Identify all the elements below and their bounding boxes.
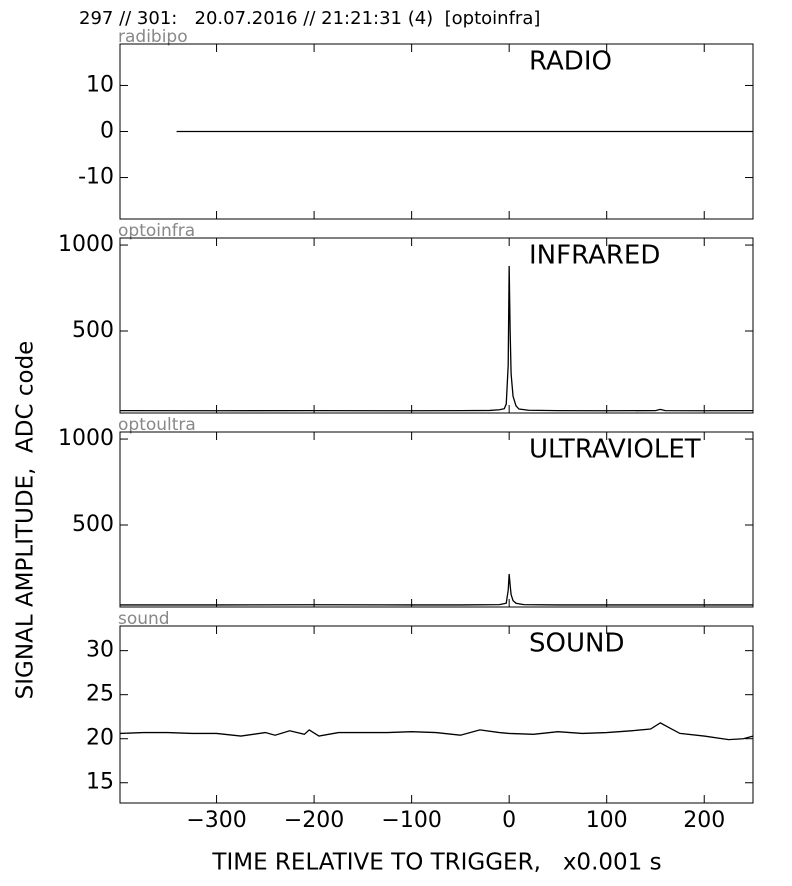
panel-title: ULTRAVIOLET	[529, 435, 701, 465]
y-axis-label: SIGNAL AMPLITUDE, ADC code	[13, 341, 39, 700]
x-tick-label: 100	[586, 808, 628, 833]
x-tick-label: −100	[381, 808, 441, 833]
y-tick-label: -10	[78, 165, 114, 190]
y-tick-label: 20	[86, 726, 114, 751]
channel-label: optoinfra	[118, 221, 195, 241]
y-tick-label: 15	[86, 770, 114, 795]
x-tick-label: 0	[502, 808, 516, 833]
y-tick-label: 0	[100, 119, 114, 144]
plot-frame	[119, 431, 754, 608]
panel-title: RADIO	[529, 47, 612, 77]
signal-line	[119, 266, 754, 412]
y-tick-label: 500	[72, 512, 114, 537]
y-tick-label: 500	[72, 318, 114, 343]
channel-label: sound	[118, 609, 170, 629]
plot-frame	[119, 625, 754, 804]
panel-title: SOUND	[529, 629, 624, 659]
x-axis-label: TIME RELATIVE TO TRIGGER, x0.001 s	[211, 850, 661, 876]
y-tick-label: 30	[86, 638, 114, 663]
y-tick-label: 1000	[58, 232, 114, 257]
header: 297 // 301: 20.07.2016 // 21:21:31 (4) […	[79, 8, 540, 29]
signal-line	[120, 573, 753, 606]
plot-frame	[119, 237, 754, 414]
y-tick-label: 1000	[58, 426, 114, 451]
channel-label: radibipo	[118, 27, 188, 47]
channel-label: optoultra	[118, 415, 196, 435]
y-tick-label: 10	[86, 72, 114, 97]
x-tick-label: 200	[683, 808, 725, 833]
x-tick-label: −300	[186, 808, 246, 833]
panel-title: INFRARED	[529, 241, 660, 271]
y-tick-label: 25	[86, 682, 114, 707]
x-tick-label: −200	[284, 808, 344, 833]
plot-frame	[119, 43, 754, 220]
signal-line	[119, 722, 754, 741]
